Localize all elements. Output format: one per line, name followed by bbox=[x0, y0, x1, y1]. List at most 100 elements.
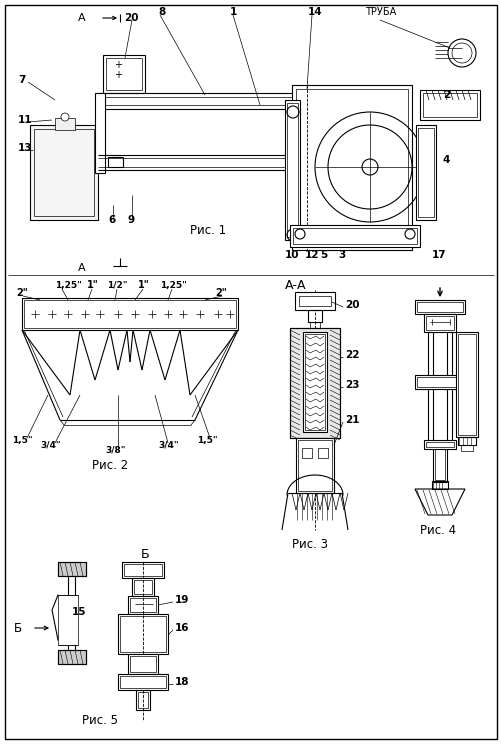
Text: 2": 2" bbox=[16, 288, 28, 298]
Bar bbox=[302, 448, 312, 458]
Text: 13: 13 bbox=[18, 143, 33, 153]
Bar bbox=[106, 58, 142, 90]
Bar bbox=[423, 440, 455, 449]
Bar bbox=[290, 225, 419, 247]
Text: Рис. 4: Рис. 4 bbox=[419, 524, 455, 536]
Bar bbox=[124, 564, 162, 576]
Text: 12: 12 bbox=[305, 250, 319, 260]
Bar bbox=[310, 322, 319, 328]
Bar bbox=[136, 690, 150, 710]
Circle shape bbox=[447, 39, 475, 67]
Text: Рис. 2: Рис. 2 bbox=[92, 458, 128, 472]
Text: 3: 3 bbox=[337, 250, 345, 260]
Text: 21: 21 bbox=[344, 415, 359, 425]
Text: 17: 17 bbox=[431, 250, 446, 260]
Bar bbox=[432, 447, 446, 482]
Bar bbox=[58, 595, 78, 645]
Text: +: + bbox=[114, 70, 122, 80]
Text: А-А: А-А bbox=[285, 278, 306, 292]
Bar bbox=[293, 228, 416, 244]
Bar bbox=[95, 93, 105, 173]
Bar bbox=[296, 89, 407, 246]
Text: 23: 23 bbox=[344, 380, 359, 390]
Bar bbox=[290, 328, 339, 438]
Bar bbox=[128, 596, 158, 614]
Bar bbox=[287, 103, 298, 237]
Bar bbox=[128, 654, 158, 674]
Bar bbox=[134, 580, 152, 594]
Bar bbox=[295, 292, 334, 310]
Text: 3/4": 3/4" bbox=[40, 440, 61, 449]
Text: 5: 5 bbox=[319, 250, 327, 260]
Polygon shape bbox=[414, 489, 464, 515]
Text: Рис. 5: Рис. 5 bbox=[82, 713, 118, 726]
Text: 16: 16 bbox=[175, 623, 189, 633]
Bar bbox=[299, 296, 330, 306]
Bar bbox=[460, 445, 472, 451]
Text: 20: 20 bbox=[344, 300, 359, 310]
Bar bbox=[416, 377, 462, 387]
Bar bbox=[457, 334, 475, 435]
Text: 1,5": 1,5" bbox=[196, 435, 217, 444]
Bar bbox=[422, 93, 476, 117]
Text: 8: 8 bbox=[158, 7, 165, 17]
Bar bbox=[457, 437, 475, 445]
Bar bbox=[317, 448, 327, 458]
Text: ТРУБА: ТРУБА bbox=[364, 7, 395, 17]
Text: 3/8": 3/8" bbox=[105, 446, 125, 455]
Text: 18: 18 bbox=[175, 677, 189, 687]
Bar bbox=[22, 298, 237, 330]
Text: Рис. 1: Рис. 1 bbox=[189, 223, 225, 237]
Bar bbox=[130, 656, 156, 672]
Bar bbox=[415, 125, 435, 220]
Text: 11: 11 bbox=[18, 115, 33, 125]
Bar bbox=[423, 314, 455, 332]
Bar bbox=[434, 449, 444, 480]
Bar bbox=[303, 332, 326, 432]
Bar bbox=[296, 438, 333, 493]
Bar bbox=[58, 650, 86, 664]
Text: 22: 22 bbox=[344, 350, 359, 360]
Bar bbox=[425, 442, 453, 447]
Text: 1,25": 1,25" bbox=[55, 280, 82, 289]
Text: 4: 4 bbox=[442, 155, 449, 165]
Bar bbox=[24, 300, 235, 328]
Text: 1/2": 1/2" bbox=[107, 280, 127, 289]
Text: 1,5": 1,5" bbox=[12, 435, 33, 444]
Bar bbox=[427, 332, 432, 447]
Bar bbox=[122, 562, 164, 578]
Bar bbox=[446, 332, 451, 447]
Text: 19: 19 bbox=[175, 595, 189, 605]
Bar bbox=[414, 300, 464, 314]
Bar bbox=[103, 55, 145, 93]
Text: 1": 1" bbox=[87, 280, 99, 290]
Text: 20: 20 bbox=[124, 13, 138, 23]
Bar bbox=[108, 157, 123, 167]
Bar bbox=[308, 310, 321, 322]
Text: 15: 15 bbox=[72, 607, 86, 617]
Text: 10: 10 bbox=[285, 250, 299, 260]
Text: 1: 1 bbox=[229, 7, 237, 17]
Bar bbox=[455, 332, 477, 437]
Bar bbox=[290, 328, 339, 438]
Text: Б: Б bbox=[140, 548, 149, 562]
Bar bbox=[30, 125, 98, 220]
Bar bbox=[120, 616, 166, 652]
Bar bbox=[118, 674, 168, 690]
Bar bbox=[58, 562, 86, 576]
Text: 1": 1" bbox=[138, 280, 149, 290]
Bar bbox=[292, 85, 411, 250]
Text: 2: 2 bbox=[442, 90, 449, 100]
Text: 9: 9 bbox=[128, 215, 135, 225]
Text: А: А bbox=[78, 13, 86, 23]
Bar bbox=[285, 100, 300, 240]
Bar bbox=[425, 316, 453, 330]
Text: А: А bbox=[78, 263, 86, 273]
Bar bbox=[414, 375, 464, 389]
Bar bbox=[34, 129, 94, 216]
Bar bbox=[58, 562, 86, 576]
Bar bbox=[138, 692, 148, 708]
Bar bbox=[130, 598, 156, 612]
Text: 7: 7 bbox=[18, 75, 26, 85]
Text: 3/4": 3/4" bbox=[158, 440, 178, 449]
